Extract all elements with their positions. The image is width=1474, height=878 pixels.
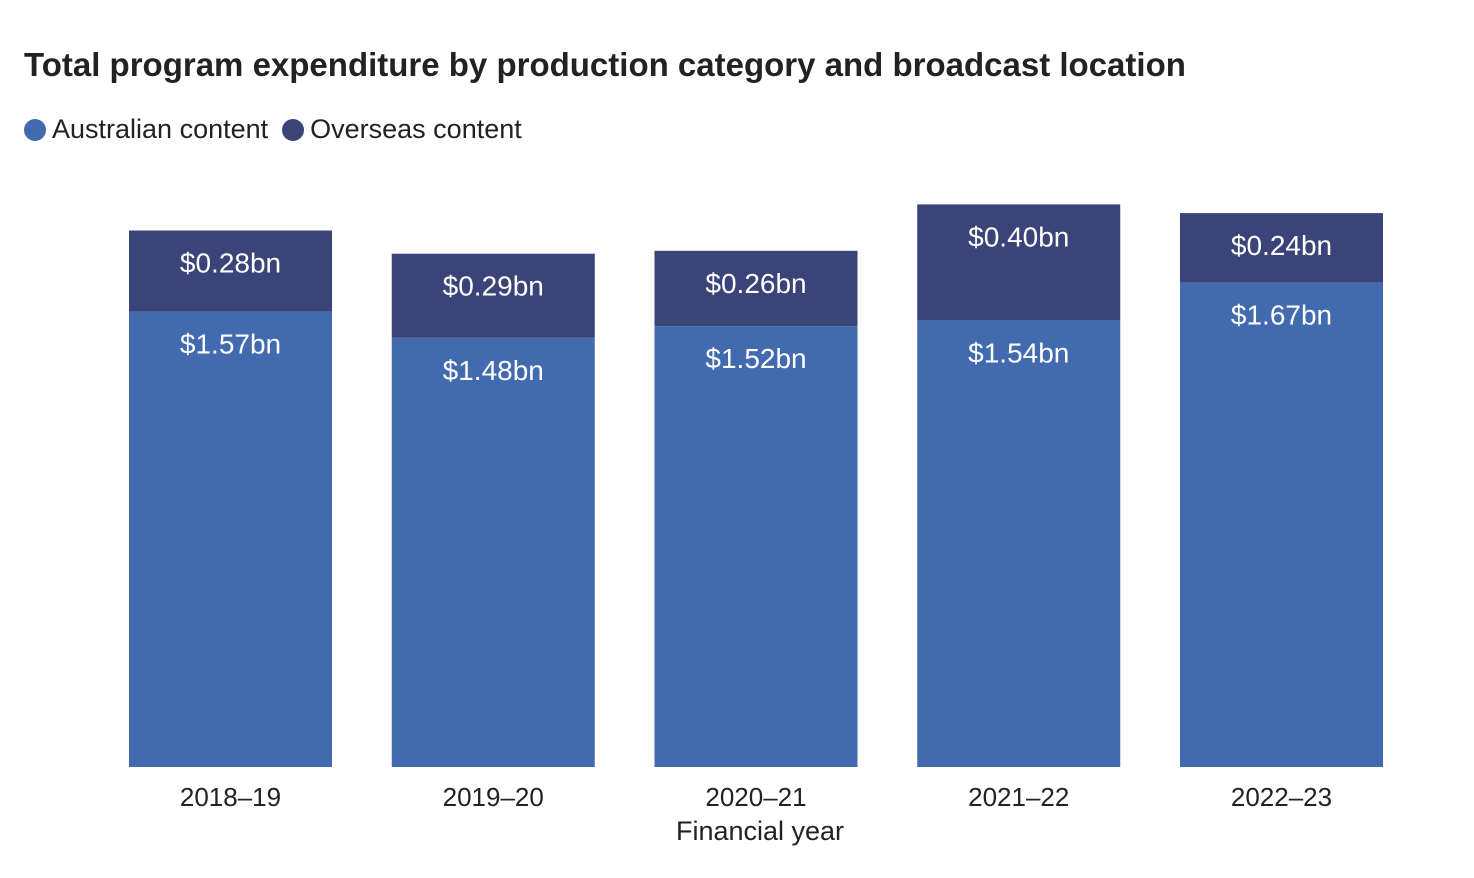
- bar-australian-1: [391, 337, 595, 767]
- bars-group: $1.57bn $0.28bn $1.48bn $0.29bn $1.52bn $0.26…: [129, 204, 1383, 767]
- data-label-overseas-0: $0.28bn: [180, 248, 281, 279]
- bar-australian-0: [129, 311, 332, 767]
- bar-overseas-4: [1180, 213, 1383, 283]
- bar-overseas-0: [129, 230, 332, 312]
- bar-overseas-2: [654, 250, 858, 327]
- data-label-australian-0: $1.57bn: [180, 329, 281, 360]
- chart-title: Total program expenditure by production …: [24, 46, 1186, 83]
- x-axis-ticks: 2018–19 2019–20 2020–21 2021–22 2022–23: [180, 782, 1332, 812]
- data-label-overseas-1: $0.29bn: [443, 271, 544, 302]
- x-tick-label-4: 2022–23: [1231, 782, 1332, 812]
- bar-australian-2: [654, 326, 858, 767]
- data-label-australian-3: $1.54bn: [968, 337, 1069, 368]
- data-label-overseas-4: $0.24bn: [1231, 230, 1332, 261]
- bar-australian-3: [917, 320, 1121, 767]
- legend-swatch-overseas: [282, 118, 305, 141]
- x-tick-label-1: 2019–20: [443, 782, 544, 812]
- legend-label-australian: Australian content: [52, 114, 269, 144]
- x-tick-label-3: 2021–22: [968, 782, 1069, 812]
- legend-label-overseas: Overseas content: [310, 114, 522, 144]
- x-tick-label-0: 2018–19: [180, 782, 281, 812]
- data-label-overseas-3: $0.40bn: [968, 221, 1069, 252]
- data-label-australian-1: $1.48bn: [443, 355, 544, 386]
- legend-item-australian: Australian content: [24, 114, 268, 145]
- legend: Australian content Overseas content: [24, 114, 536, 145]
- x-tick-label-2: 2020–21: [705, 782, 806, 812]
- data-label-australian-4: $1.67bn: [1231, 300, 1332, 331]
- bar-overseas-1: [391, 253, 595, 338]
- bar-overseas-3: [917, 204, 1121, 321]
- data-label-overseas-2: $0.26bn: [705, 268, 806, 299]
- legend-item-overseas: Overseas content: [282, 114, 522, 145]
- data-label-australian-2: $1.52bn: [705, 343, 806, 374]
- x-axis-title: Financial year: [676, 816, 844, 846]
- bar-australian-4: [1180, 282, 1383, 767]
- legend-swatch-australian: [24, 118, 46, 141]
